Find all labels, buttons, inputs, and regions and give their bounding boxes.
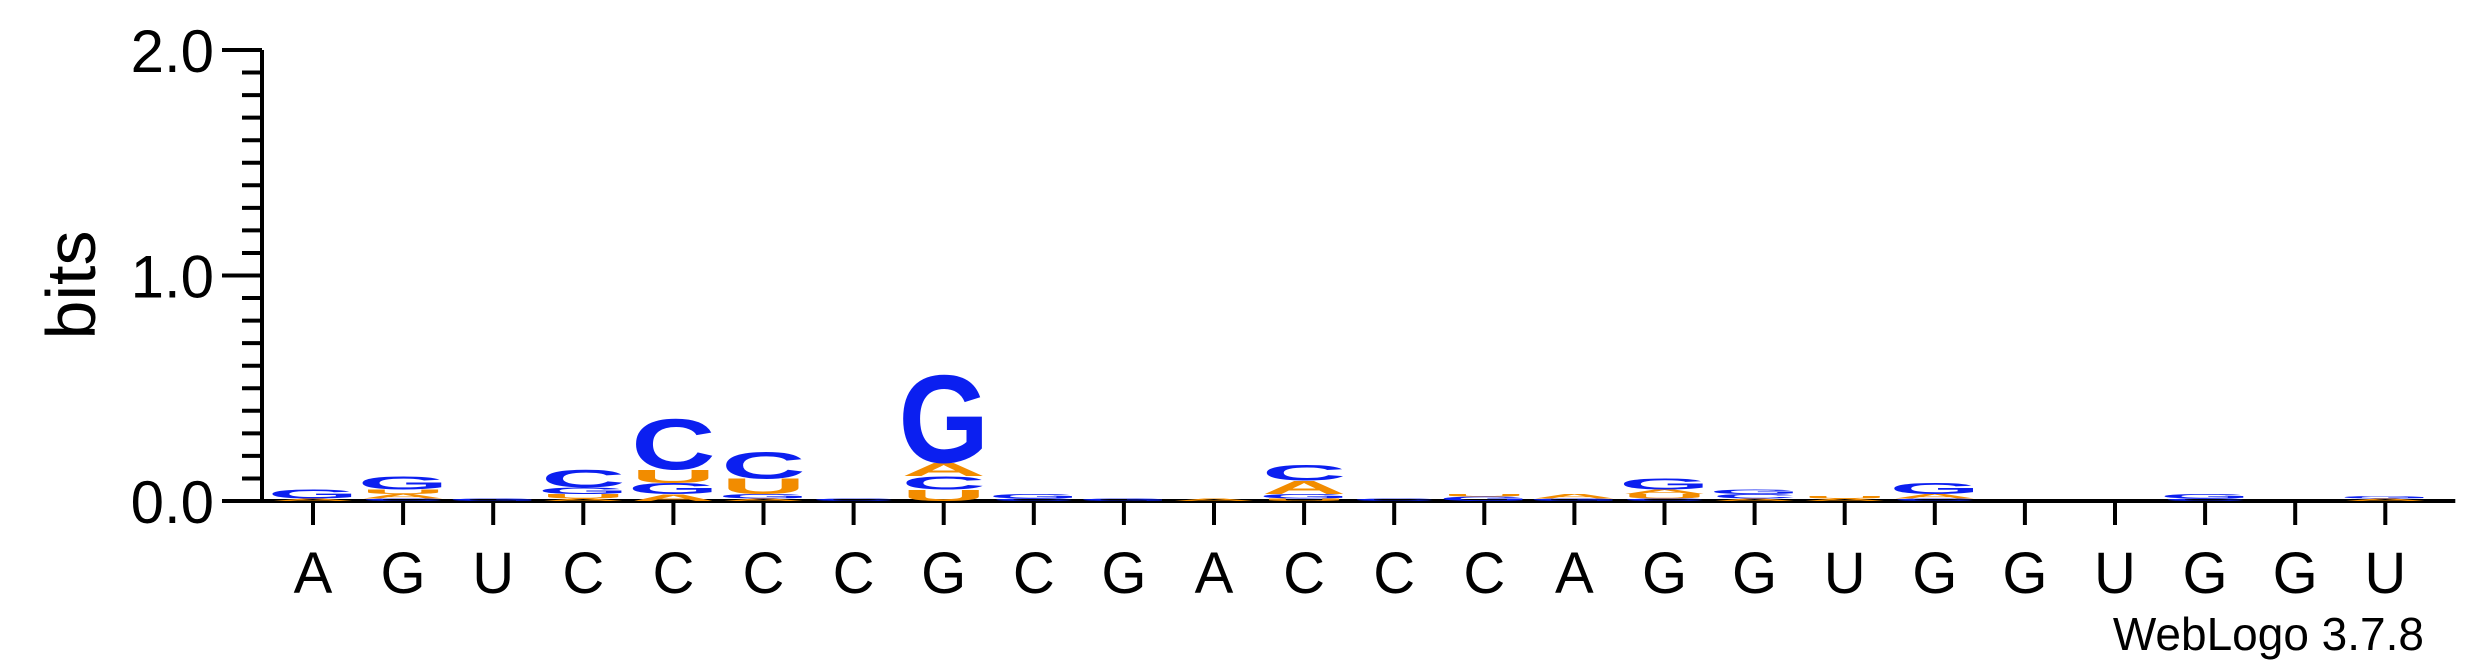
logo-letter-C: C <box>631 404 715 485</box>
logo-letter-C: C <box>902 473 986 494</box>
logo-letter-U: U <box>1442 494 1526 497</box>
logo-letter-C: C <box>1262 461 1346 486</box>
logo-letter-G: G <box>2160 493 2251 500</box>
x-tick-label: G <box>1101 541 1146 606</box>
x-tick-label: C <box>1463 541 1505 606</box>
logo-letter-C: C <box>1352 498 1436 501</box>
x-tick-label: G <box>1912 541 1957 606</box>
x-tick-label: U <box>2364 541 2406 606</box>
logo-letter-A: A <box>1803 498 1887 501</box>
x-tick-label: C <box>652 541 694 606</box>
y-tick-label: 2.0 <box>131 18 214 85</box>
logo-letter-G: G <box>538 486 629 497</box>
logo-letter-G: G <box>1889 480 1980 497</box>
weblogo-version-label: WebLogo 3.7.8 <box>2113 608 2424 660</box>
x-tick-label: A <box>1555 541 1594 606</box>
logo-letter-G: G <box>718 493 809 500</box>
x-tick-label: C <box>562 541 604 606</box>
logo-letter-C: C <box>541 465 625 493</box>
logo-letter-A: A <box>1172 498 1256 501</box>
logo-letter-A: A <box>902 459 986 480</box>
logo-letter-G: G <box>898 349 989 490</box>
x-tick-label: U <box>2094 541 2136 606</box>
x-tick-label: C <box>833 541 875 606</box>
x-tick-label: A <box>294 541 333 606</box>
logo-letter-C: C <box>721 445 805 487</box>
logo-letter-G: G <box>268 487 359 501</box>
x-tick-label: G <box>2273 541 2318 606</box>
logo-letter-A: A <box>1712 498 1796 501</box>
logo-letter-C: C <box>361 498 445 501</box>
x-tick-label: C <box>1283 541 1325 606</box>
logo-letter-U: U <box>361 489 445 496</box>
logo-letter-G: G <box>1079 498 1170 501</box>
logo-letter-A: A <box>271 498 355 501</box>
logo-letter-U: U <box>902 487 986 504</box>
logo-letter-G: G <box>1439 495 1530 502</box>
logo-letter-G: G <box>2340 496 2431 499</box>
logo-letter-C: C <box>1893 498 1977 501</box>
logo-letter-A: A <box>631 492 715 503</box>
logo-letter-U: U <box>631 466 715 487</box>
logo-letter-C: C <box>1622 498 1706 501</box>
y-axis: 0.0 1.0 2.0 <box>131 18 264 536</box>
x-tick-label: U <box>472 541 514 606</box>
logo-letter-C: C <box>2163 498 2247 501</box>
logo-letter-G: G <box>628 480 719 497</box>
logo-letter-U: U <box>721 474 805 499</box>
x-tick-label: C <box>1373 541 1415 606</box>
x-tick-label: G <box>921 541 966 606</box>
logo-letter-A: A <box>2343 498 2427 501</box>
x-tick-label: G <box>2002 541 2047 606</box>
logo-letter-G: G <box>1619 476 1710 493</box>
x-tick-label: G <box>1642 541 1687 606</box>
y-tick-label: 0.0 <box>131 469 214 536</box>
x-tick-label: U <box>1824 541 1866 606</box>
logo-letter-A: A <box>1262 477 1346 498</box>
x-tick-label: G <box>381 541 426 606</box>
logo-letter-A: A <box>541 498 625 501</box>
x-tick-label: C <box>1013 541 1055 606</box>
logo-letter-A: A <box>1893 493 1977 500</box>
y-axis-label: bits <box>32 231 110 340</box>
logo-letter-C: C <box>992 498 1076 501</box>
logo-letter-U: U <box>1262 498 1346 501</box>
logo-letter-A: A <box>1622 489 1706 496</box>
y-tick-label: 1.0 <box>131 244 214 311</box>
logo-letter-A: A <box>361 493 445 500</box>
logo-letter-C: C <box>811 498 895 501</box>
logo-letter-G: G <box>1259 493 1350 500</box>
x-tick-label: G <box>2183 541 2228 606</box>
logo-letter-G: G <box>988 493 1079 500</box>
x-tick-label: G <box>1732 541 1777 606</box>
x-tick-label: C <box>743 541 785 606</box>
logo-letter-U: U <box>541 493 625 500</box>
logo-letter-U: U <box>1622 493 1706 500</box>
logo-letter-A: A <box>1532 493 1616 500</box>
logo-letter-G: G <box>1709 489 1800 496</box>
logo-letter-A: A <box>721 498 805 501</box>
logo-letter-U: U <box>1803 496 1887 499</box>
logo-letter-G: G <box>358 473 449 494</box>
logo-letter-G: G <box>448 498 539 501</box>
logo-letter-C: C <box>1712 493 1796 500</box>
x-tick-label: A <box>1195 541 1234 606</box>
logo-letter-G: G <box>1529 498 1620 501</box>
